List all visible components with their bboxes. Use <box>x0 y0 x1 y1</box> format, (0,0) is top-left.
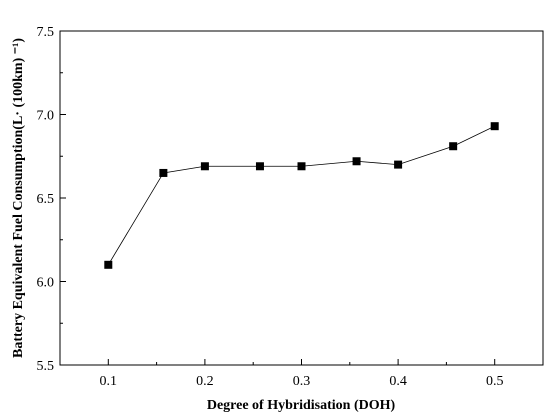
data-point <box>352 157 361 166</box>
series-line <box>107 125 495 266</box>
plot-frame <box>59 30 544 366</box>
x-tick-label: 0.3 <box>293 374 311 389</box>
y-tick-label: 7.0 <box>37 109 55 124</box>
y-tick-label: 5.5 <box>37 359 55 374</box>
y-tick-label: 6.5 <box>37 192 55 207</box>
data-point <box>255 162 264 171</box>
y-axis: 5.5 6.0 6.5 7.0 7.5 <box>37 25 66 374</box>
data-points <box>104 122 499 269</box>
y-tick-label: 7.5 <box>37 25 55 40</box>
data-point <box>394 160 403 169</box>
x-tick-label: 0.2 <box>196 374 214 389</box>
data-point <box>490 122 499 131</box>
y-axis-title: Battery Equivalent Fuel Consumption(L· (… <box>11 38 26 358</box>
data-point <box>297 162 306 171</box>
x-axis: 0.1 0.2 0.3 0.4 0.5 <box>100 359 504 389</box>
x-axis-title: Degree of Hybridisation (DOH) <box>207 398 396 413</box>
data-point <box>104 260 113 269</box>
y-tick-label: 6.0 <box>37 276 55 291</box>
data-point <box>159 168 168 177</box>
x-tick-label: 0.4 <box>389 374 407 389</box>
data-point <box>200 162 209 171</box>
data-point <box>449 142 458 151</box>
x-tick-label: 0.5 <box>486 374 504 389</box>
x-tick-label: 0.1 <box>100 374 118 389</box>
